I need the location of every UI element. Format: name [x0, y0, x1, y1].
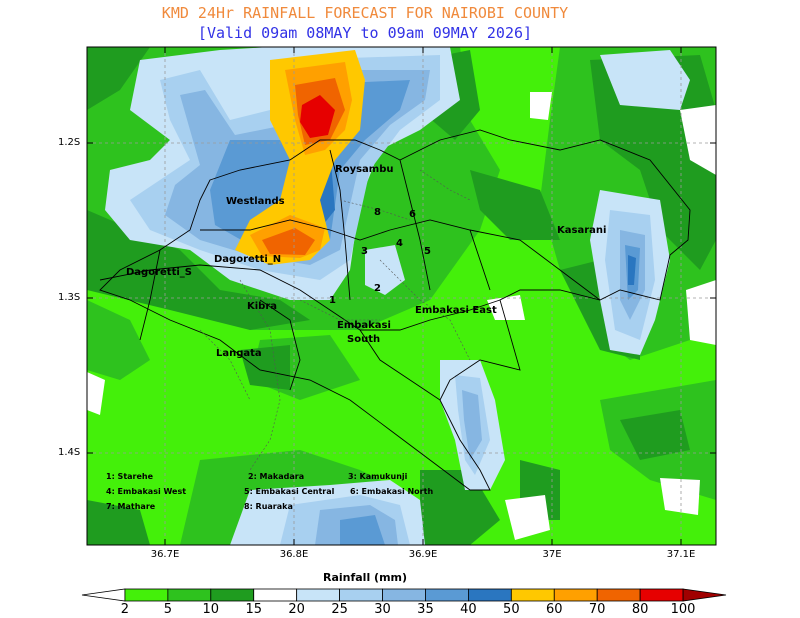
map-subtitle: [Valid 09am 08MAY to 09am 09MAY 2026] — [197, 24, 533, 42]
colorbar-label: 30 — [374, 602, 391, 617]
x-tick-3: 36.9E — [408, 549, 438, 560]
subcounty-key: 1: Starehe 2: Makadara 3: Kamukunji 4: E… — [106, 472, 433, 511]
label-dagoretti-s: Dagoretti_S — [126, 267, 192, 278]
label-num-2: 2 — [374, 283, 381, 294]
label-embakasi-south-2: South — [347, 334, 380, 345]
x-tick-2: 36.8E — [279, 549, 309, 560]
colorbar-label: 2 — [120, 602, 130, 617]
label-num-5: 5 — [424, 246, 431, 257]
key-mathare: 7: Mathare — [106, 502, 156, 511]
colorbar-cell — [81, 588, 126, 602]
label-num-1: 1 — [329, 295, 336, 306]
key-embakasi-central: 5: Embakasi Central — [244, 487, 335, 496]
label-dagoretti-n: Dagoretti_N — [214, 254, 281, 265]
colorbar-label: 35 — [417, 602, 434, 617]
colorbar-cell — [210, 588, 255, 602]
y-tick-2: 1.3S — [58, 292, 81, 303]
grid-lines — [87, 47, 716, 545]
axis-ticks — [87, 47, 716, 545]
label-embakasi-south-1: Embakasi — [337, 320, 391, 331]
key-kamukunji: 3: Kamukunji — [348, 472, 408, 481]
colorbar-cell — [253, 588, 298, 602]
y-tick-3: 1.4S — [58, 447, 81, 458]
label-num-4: 4 — [396, 238, 403, 249]
colorbar-cell — [382, 588, 426, 602]
colorbar-cell — [553, 588, 598, 602]
colorbar-cell — [425, 588, 469, 602]
rain-field-dark-green — [87, 47, 150, 110]
colorbar-label: 80 — [631, 602, 649, 617]
colorbar-cell — [639, 588, 684, 602]
label-kibra: Kibra — [247, 301, 277, 312]
colorbar-label: 15 — [245, 602, 262, 617]
colorbar-label: 5 — [163, 602, 172, 617]
colorbar-cell — [467, 588, 512, 602]
x-tick-5: 37.1E — [666, 549, 696, 560]
colorbar-label: 100 — [670, 602, 696, 617]
rain-field-white — [530, 92, 552, 120]
rain-field-red — [300, 95, 335, 138]
colorbar-cell — [596, 588, 641, 602]
map-title: KMD 24Hr RAINFALL FORECAST FOR NAIROBI C… — [161, 4, 569, 22]
label-westlands: Westlands — [226, 196, 285, 207]
county-boundaries — [99, 129, 691, 491]
x-tick-1: 36.7E — [150, 549, 180, 560]
y-tick-1: 1.2S — [58, 137, 81, 148]
map-frame — [86, 46, 717, 546]
colorbar-cell — [682, 588, 727, 602]
label-num-3: 3 — [361, 246, 368, 257]
colorbar-cell — [296, 588, 340, 602]
label-embakasi-east: Embakasi East — [415, 305, 497, 316]
colorbar-cell — [339, 588, 383, 602]
colorbar — [81, 588, 727, 602]
colorbar-title: Rainfall (mm) — [322, 571, 408, 584]
colorbar-label: 25 — [331, 602, 348, 617]
label-num-8: 8 — [374, 207, 381, 218]
colorbar-label: 40 — [460, 602, 477, 617]
colorbar-cell — [124, 588, 169, 602]
ward-boundaries — [199, 169, 471, 471]
colorbar-cell — [167, 588, 212, 602]
label-kasarani: Kasarani — [557, 225, 606, 236]
colorbar-label: 10 — [202, 602, 220, 617]
label-roysambu: Roysambu — [335, 164, 394, 175]
key-ruaraka: 8: Ruaraka — [244, 502, 293, 511]
colorbar-cell — [510, 588, 555, 602]
x-tick-4: 37E — [542, 549, 562, 560]
label-langata: Langata — [216, 348, 262, 359]
key-makadara: 2: Makadara — [248, 472, 304, 481]
colorbar-label: 70 — [588, 602, 606, 617]
label-num-6: 6 — [409, 209, 416, 220]
key-embakasi-north: 6: Embakasi North — [350, 487, 433, 496]
colorbar-label: 20 — [288, 602, 305, 617]
key-embakasi-west: 4: Embakasi West — [106, 487, 186, 496]
key-starehe: 1: Starehe — [106, 472, 154, 481]
colorbar-label: 50 — [503, 602, 520, 617]
colorbar-label: 60 — [545, 602, 563, 617]
